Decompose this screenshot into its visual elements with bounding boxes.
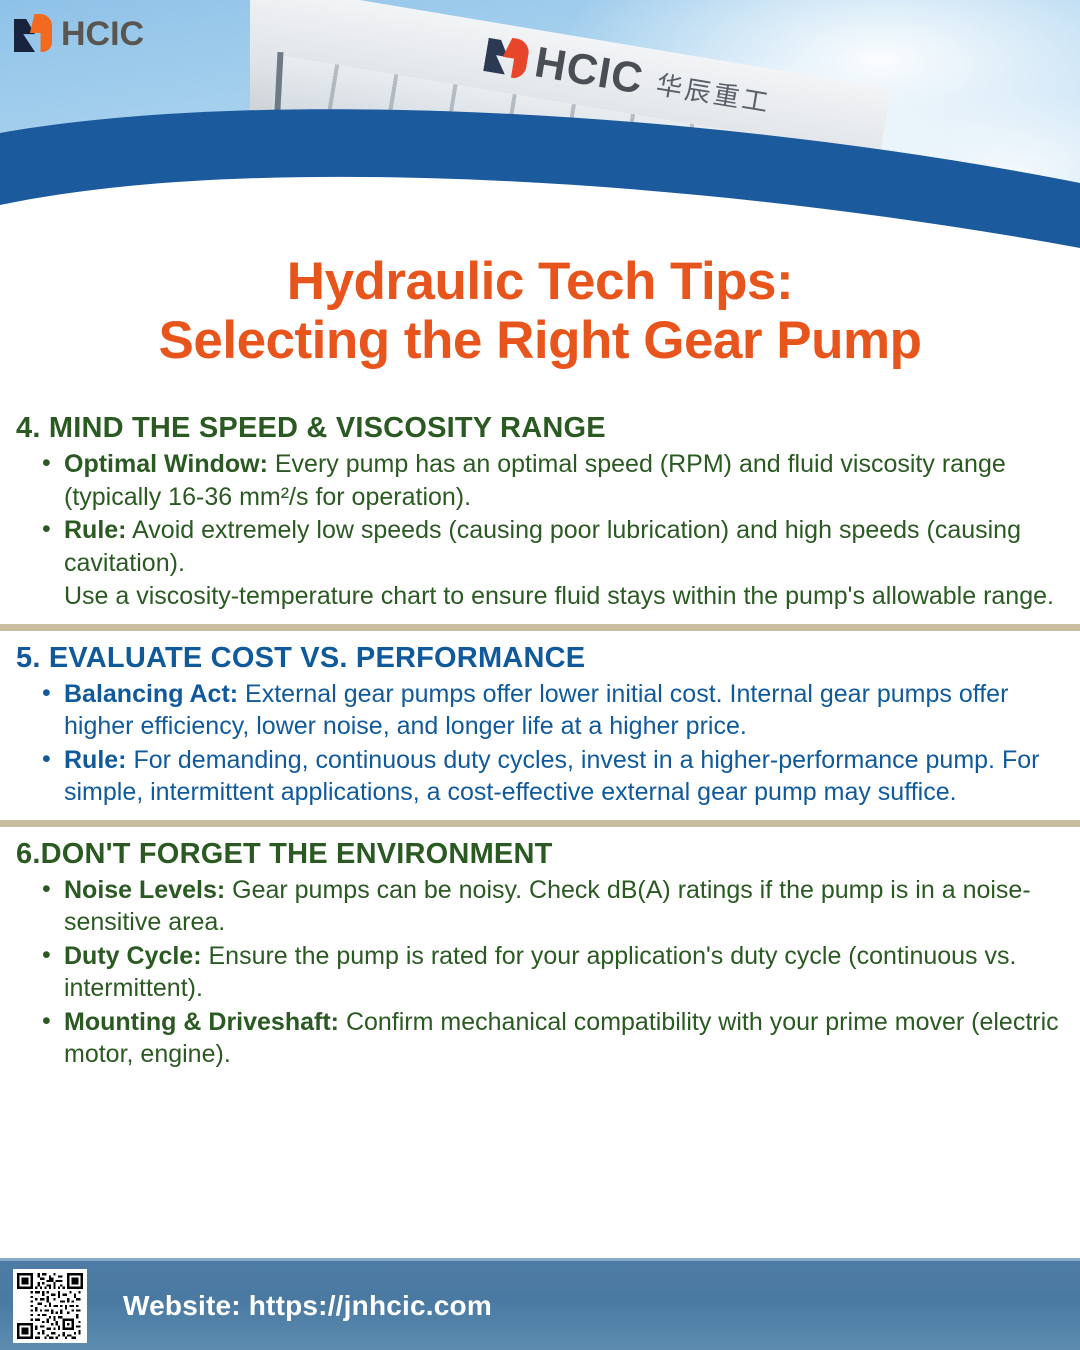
bullet-lead: Balancing Act:	[64, 679, 239, 708]
list-item: Rule: Avoid extremely low speeds (causin…	[16, 513, 1064, 579]
content-area: 4. MIND THE SPEED & VISCOSITY RANGE Opti…	[0, 412, 1080, 1072]
hcic-logo-icon	[14, 14, 52, 54]
bullet-text: Ensure the pump is rated for your applic…	[64, 941, 1017, 1003]
bullet-lead: Noise Levels:	[64, 875, 226, 904]
bullet-text: For demanding, continuous duty cycles, i…	[64, 745, 1040, 807]
hcic-logo-wordmark: HCIC	[61, 14, 145, 53]
section-divider	[0, 623, 1080, 631]
bullet-text: Every pump has an optimal speed (RPM) an…	[64, 450, 1006, 511]
page-title: Hydraulic Tech Tips: Selecting the Right…	[0, 252, 1080, 371]
section-4: 4. MIND THE SPEED & VISCOSITY RANGE Opti…	[0, 412, 1080, 613]
section-4-trailing-note: Use a viscosity-temperature chart to ens…	[64, 582, 1054, 610]
section-6-heading: 6.DON'T FORGET THE ENVIRONMENT	[16, 837, 553, 870]
list-item: Optimal Window: Every pump has an optima…	[16, 447, 1064, 513]
list-item: Noise Levels: Gear pumps can be noisy. C…	[16, 873, 1064, 939]
bullet-lead: Mounting & Driveshaft:	[64, 1007, 339, 1036]
bullet-text: Gear pumps can be noisy. Check dB(A) rat…	[64, 875, 1031, 937]
hcic-logo: HCIC	[14, 14, 144, 54]
page-title-line1: Hydraulic Tech Tips:	[286, 252, 794, 311]
section-5: 5. EVALUATE COST VS. PERFORMANCE Balanci…	[0, 642, 1080, 809]
list-item: Rule: For demanding, continuous duty cyc…	[16, 743, 1064, 809]
header-banner: HCIC 华辰重工 HCIC	[0, 0, 1080, 250]
footer-bar: Website: https://jnhcic.com	[0, 1258, 1080, 1350]
qr-code-icon[interactable]	[13, 1268, 87, 1343]
list-item: Duty Cycle: Ensure the pump is rated for…	[16, 939, 1064, 1005]
bullet-text: Confirm mechanical compatibility with yo…	[64, 1007, 1059, 1069]
bullet-lead: Rule:	[64, 516, 127, 544]
section-divider	[0, 819, 1080, 827]
section-4-bullet-list: Optimal Window: Every pump has an optima…	[16, 447, 1064, 579]
blue-wave-band	[0, 109, 1080, 250]
page-title-line2: Selecting the Right Gear Pump	[158, 311, 922, 371]
bullet-text: Avoid extremely low speeds (causing poor…	[64, 516, 1021, 577]
section-4-heading: 4. MIND THE SPEED & VISCOSITY RANGE	[16, 412, 606, 444]
website-label[interactable]: Website: https://jnhcic.com	[123, 1289, 492, 1321]
section-6: 6.DON'T FORGET THE ENVIRONMENT Noise Lev…	[0, 838, 1080, 1071]
section-5-heading: 5. EVALUATE COST VS. PERFORMANCE	[16, 641, 586, 674]
section-6-bullet-list: Noise Levels: Gear pumps can be noisy. C…	[16, 873, 1064, 1071]
qr-code-graphic	[17, 1272, 83, 1339]
bullet-lead: Duty Cycle:	[64, 941, 202, 970]
bullet-text: External gear pumps offer lower initial …	[64, 679, 1009, 741]
bullet-lead: Optimal Window:	[64, 450, 268, 478]
list-item: Mounting & Driveshaft: Confirm mechanica…	[16, 1005, 1064, 1071]
list-item: Balancing Act: External gear pumps offer…	[16, 677, 1064, 743]
bullet-lead: Rule:	[64, 745, 127, 774]
section-5-bullet-list: Balancing Act: External gear pumps offer…	[16, 677, 1064, 809]
